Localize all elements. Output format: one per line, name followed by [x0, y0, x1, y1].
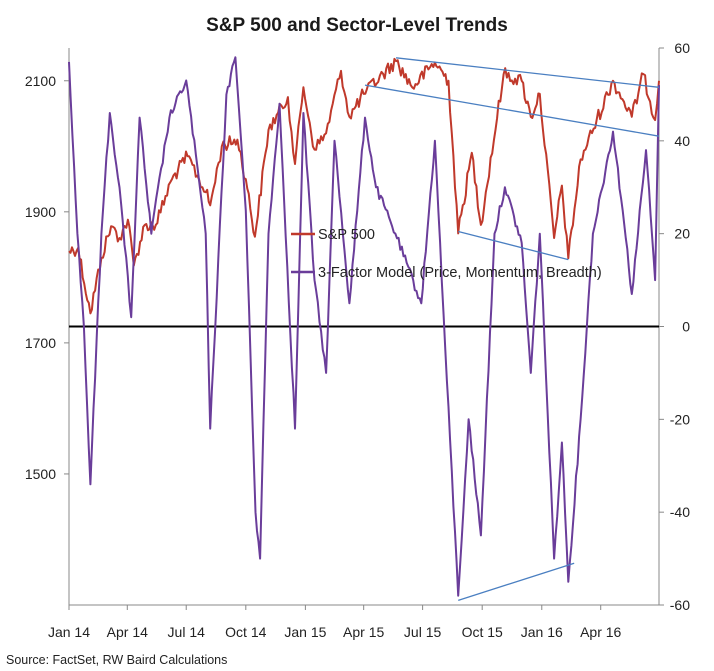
y-left-tick-label: 1500 — [25, 466, 56, 482]
y-right-tick-label: -60 — [670, 597, 690, 613]
legend: S&P 500 3-Factor Model (Price, Momentum,… — [291, 227, 602, 281]
legend-label-3-factor-model: 3-Factor Model (Price, Momentum, Breadth… — [318, 265, 602, 281]
x-tick-label: Oct 14 — [225, 624, 266, 640]
y-right-tick-label: 60 — [674, 40, 690, 56]
legend-label-sp500: S&P 500 — [318, 227, 375, 243]
y-right-tick-label: 20 — [674, 226, 690, 242]
y-left-tick-label: 1700 — [25, 335, 56, 351]
source-note: Source: FactSet, RW Baird Calculations — [6, 653, 227, 667]
x-tick-label: Apr 15 — [343, 624, 384, 640]
axes-layer: 1500 1700 1900 2100 -60 -40 -20 0 20 40 60 Jan 14 Ap… — [25, 40, 690, 640]
x-tick-label: Jan 14 — [48, 624, 90, 640]
y-right-tick-label: -40 — [670, 504, 690, 520]
y-left-tick-label: 2100 — [25, 73, 56, 89]
trendline-4 — [458, 562, 575, 601]
x-tick-label: Jul 15 — [404, 624, 442, 640]
x-tick-label: Jan 16 — [521, 624, 563, 640]
trendline-layer — [364, 57, 660, 601]
trendline-3 — [364, 84, 660, 137]
series-line-3-factor-model-price-momentum-breadth — [68, 56, 660, 597]
y-right-tick-label: 40 — [674, 133, 690, 149]
chart-title: S&P 500 and Sector-Level Trends — [206, 15, 508, 36]
x-tick-label: Apr 14 — [107, 624, 148, 640]
x-tick-label: Jul 14 — [168, 624, 206, 640]
y-left-tick-label: 1900 — [25, 204, 56, 220]
trendline-2 — [458, 230, 569, 261]
x-tick-label: Jan 15 — [284, 624, 326, 640]
x-tick-label: Oct 15 — [462, 624, 503, 640]
trendline-1 — [395, 57, 660, 88]
y-right-tick-label: -20 — [670, 411, 690, 427]
series-line-s-p-500 — [68, 57, 660, 315]
x-tick-label: Apr 16 — [580, 624, 621, 640]
y-right-tick-label: 0 — [682, 319, 690, 335]
series-layer — [68, 56, 660, 597]
